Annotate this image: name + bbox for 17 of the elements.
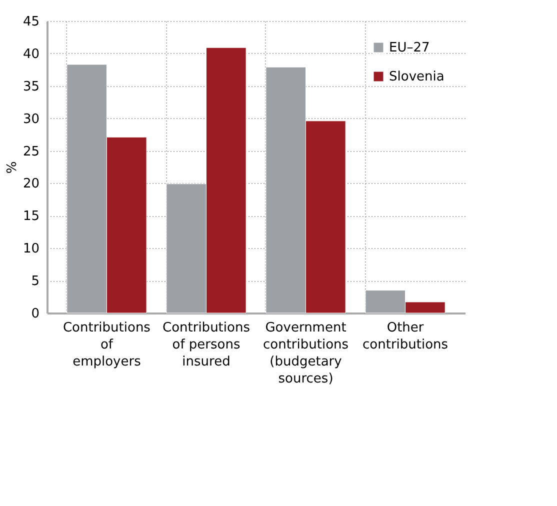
y-tick-label: 30	[22, 112, 40, 127]
legend-label: EU–27	[389, 40, 430, 56]
x-tick-label: Government contributions (budgetary sources)	[262, 320, 349, 386]
y-tick-label: 5	[31, 274, 40, 290]
y-axis-title: %	[4, 161, 20, 174]
legend-label: Slovenia	[389, 70, 444, 84]
y-tick-label: 45	[22, 14, 40, 30]
y-tick-label: 20	[22, 176, 40, 192]
x-tick-label: Other contributions	[362, 320, 448, 352]
y-tick-label: 40	[22, 46, 40, 62]
x-tick-label: Contributions of employers	[62, 320, 151, 370]
y-tick-label: 0	[31, 306, 40, 322]
y-tick-label: 35	[22, 79, 40, 94]
y-tick-label: 25	[22, 144, 40, 160]
y-tick-label: 10	[22, 242, 40, 257]
x-tick-label: Contributions of persons insured	[162, 320, 250, 370]
y-tick-label: 15	[22, 209, 40, 224]
